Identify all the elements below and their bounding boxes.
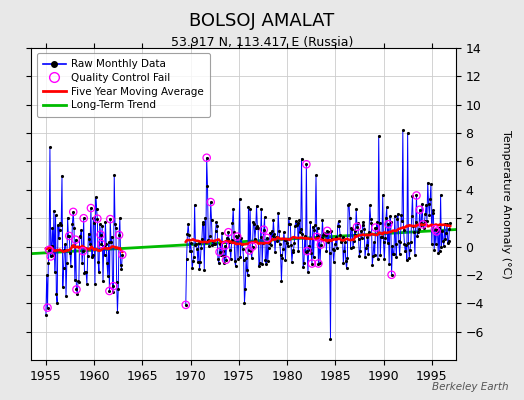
Point bbox=[323, 228, 332, 234]
Point bbox=[222, 257, 230, 263]
Point bbox=[387, 272, 396, 278]
Text: 53.917 N, 113.417 E (Russia): 53.917 N, 113.417 E (Russia) bbox=[171, 36, 353, 49]
Point bbox=[109, 283, 117, 289]
Point bbox=[65, 233, 73, 239]
Point bbox=[302, 161, 311, 168]
Point bbox=[72, 286, 81, 293]
Point bbox=[97, 241, 105, 247]
Point bbox=[431, 226, 439, 232]
Point bbox=[80, 215, 88, 222]
Point bbox=[316, 242, 325, 248]
Point bbox=[416, 206, 424, 213]
Point bbox=[353, 224, 361, 230]
Point bbox=[221, 242, 230, 249]
Point bbox=[248, 243, 257, 250]
Point bbox=[93, 216, 102, 222]
Point bbox=[308, 260, 316, 267]
Point bbox=[118, 252, 126, 258]
Point bbox=[412, 192, 421, 199]
Point bbox=[47, 253, 55, 260]
Point bbox=[245, 247, 254, 254]
Point bbox=[314, 260, 323, 267]
Point bbox=[372, 224, 380, 231]
Point bbox=[206, 199, 215, 205]
Point bbox=[202, 154, 211, 161]
Point bbox=[432, 228, 441, 235]
Point bbox=[69, 209, 78, 215]
Text: Berkeley Earth: Berkeley Earth bbox=[432, 382, 508, 392]
Point bbox=[43, 304, 52, 311]
Point bbox=[115, 232, 123, 238]
Point bbox=[79, 248, 87, 254]
Point bbox=[263, 235, 271, 241]
Point bbox=[419, 221, 427, 228]
Point bbox=[259, 226, 268, 233]
Text: BOLSOJ AMALAT: BOLSOJ AMALAT bbox=[189, 12, 335, 30]
Point bbox=[105, 288, 114, 294]
Point bbox=[215, 249, 224, 255]
Legend: Raw Monthly Data, Quality Control Fail, Five Year Moving Average, Long-Term Tren: Raw Monthly Data, Quality Control Fail, … bbox=[37, 53, 210, 117]
Point bbox=[233, 233, 242, 240]
Point bbox=[106, 216, 114, 222]
Point bbox=[71, 236, 80, 243]
Point bbox=[45, 247, 53, 253]
Point bbox=[313, 234, 321, 240]
Point bbox=[224, 229, 233, 235]
Point bbox=[87, 205, 95, 211]
Point bbox=[384, 221, 392, 228]
Point bbox=[182, 302, 190, 308]
Point bbox=[96, 232, 105, 238]
Point bbox=[303, 248, 311, 254]
Y-axis label: Temperature Anomaly (°C): Temperature Anomaly (°C) bbox=[500, 130, 511, 278]
